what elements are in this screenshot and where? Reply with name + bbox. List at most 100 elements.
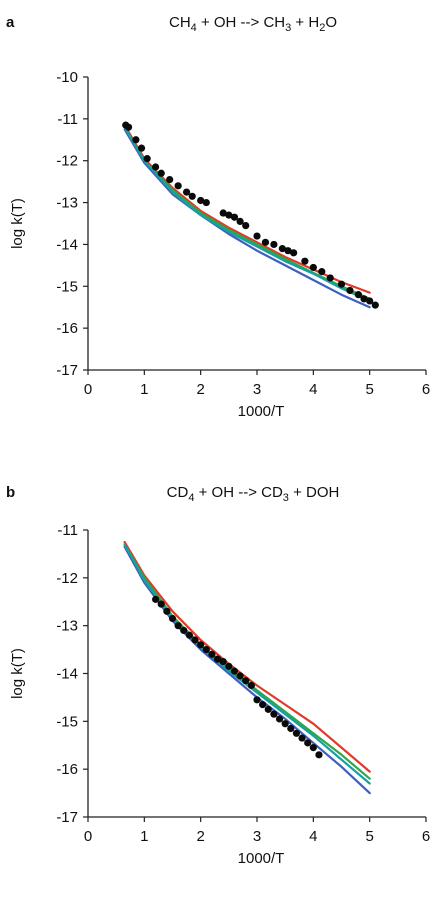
data-point	[202, 645, 210, 654]
y-tick-label: -14	[56, 236, 78, 253]
data-point	[230, 667, 239, 675]
x-tick-label: 3	[253, 381, 261, 398]
y-tick-label: -12	[56, 570, 78, 587]
data-point	[259, 700, 267, 709]
data-point	[225, 211, 233, 219]
series-line-1	[123, 540, 371, 773]
plot-area-a: 0 1 2 3 4 5 6 -10 -11 -12 -13 -14 -15 -16 -17 1000/T log…	[9, 69, 430, 420]
y-tick-label: -16	[56, 761, 78, 778]
data-point	[346, 286, 354, 295]
x-tick-label: 4	[309, 381, 317, 398]
data-point	[197, 641, 205, 649]
data-point	[304, 739, 312, 747]
y-tick-label: -11	[57, 522, 78, 539]
y-tick-label: -12	[56, 153, 78, 170]
x-axis-title: 1000/T	[238, 850, 285, 867]
data-point	[318, 268, 326, 276]
data-point	[230, 213, 239, 221]
data-point	[219, 657, 227, 666]
series-line-3	[123, 128, 371, 309]
data-point	[315, 751, 323, 759]
series-line-4	[123, 126, 371, 302]
y-tick-label: -17	[56, 809, 78, 826]
data-point	[337, 280, 346, 288]
data-point	[309, 744, 317, 752]
y-tick-label: -13	[56, 195, 78, 212]
data-point	[354, 291, 362, 299]
x-tick-label: 2	[196, 381, 204, 398]
data-point	[208, 650, 216, 658]
y-tick-label: -11	[57, 111, 78, 128]
data-point	[182, 188, 191, 196]
data-point	[168, 614, 177, 623]
data-point	[298, 734, 306, 742]
data-point	[247, 681, 255, 690]
series-line-3	[123, 545, 371, 795]
x-tick-label: 6	[422, 381, 430, 398]
series-line-2	[123, 543, 371, 780]
data-point	[371, 301, 379, 309]
x-tick-label: 6	[422, 828, 430, 845]
data-point	[360, 295, 368, 303]
data-point	[152, 163, 160, 171]
x-tick-label: 5	[365, 828, 373, 845]
x-tick-label: 4	[309, 828, 317, 845]
data-point	[236, 672, 244, 680]
y-tick-label: -15	[56, 713, 78, 730]
data-point	[157, 169, 165, 177]
series-line-1	[123, 123, 371, 294]
panel-label-a: a	[6, 14, 15, 31]
data-point	[157, 600, 165, 608]
x-tick-label: 1	[140, 828, 148, 845]
data-point	[270, 710, 278, 718]
data-point	[242, 677, 250, 685]
x-tick-label: 5	[365, 381, 373, 398]
data-point	[326, 274, 334, 282]
x-tick-label: 1	[140, 381, 148, 398]
data-point	[292, 729, 301, 737]
data-point	[309, 263, 317, 272]
data-point	[253, 696, 261, 704]
x-axis-title: 1000/T	[238, 403, 285, 420]
data-point	[287, 724, 295, 733]
data-point	[124, 123, 133, 131]
data-point	[242, 221, 250, 230]
x-tick-label: 2	[196, 828, 204, 845]
y-axis-title: log k(T)	[9, 648, 26, 699]
data-point	[261, 238, 270, 246]
data-point	[137, 144, 146, 152]
y-tick-label: -17	[56, 362, 78, 379]
data-point	[191, 636, 199, 644]
data-point	[301, 257, 309, 265]
data-point	[275, 715, 284, 723]
x-tick-label: 0	[84, 828, 92, 845]
data-point	[180, 626, 188, 635]
data-point	[213, 655, 222, 663]
data-point	[166, 175, 174, 184]
data-point	[264, 705, 272, 713]
y-tick-label: -10	[56, 69, 78, 86]
data-point	[197, 196, 205, 205]
y-tick-label: -13	[56, 618, 78, 635]
series-line-2	[123, 126, 371, 300]
data-point	[163, 607, 171, 615]
panel-label-b: b	[6, 484, 16, 501]
data-point	[236, 217, 244, 226]
data-point	[174, 182, 182, 190]
data-point	[143, 155, 151, 163]
y-tick-label: -16	[56, 320, 78, 337]
y-tick-label: -14	[56, 666, 78, 683]
data-point	[366, 297, 374, 305]
data-point	[284, 247, 292, 255]
data-point	[270, 240, 278, 249]
y-axis-title: log k(T)	[9, 198, 26, 249]
data-point	[202, 198, 210, 207]
data-point	[174, 622, 182, 630]
x-tick-label: 0	[84, 381, 92, 398]
chart-panel-a: a CH4 + OH --> CH3 + H2O 0 1 2 3 4 5 6 -10 -11 -1…	[0, 0, 430, 440]
chart-title-a: CH4 + OH --> CH3 + H2O	[168, 14, 337, 34]
data-point	[290, 249, 298, 257]
chart-title-b: CD4 + OH --> CD3 + DOH	[166, 484, 340, 504]
data-point	[253, 232, 261, 240]
data-point	[219, 209, 227, 217]
